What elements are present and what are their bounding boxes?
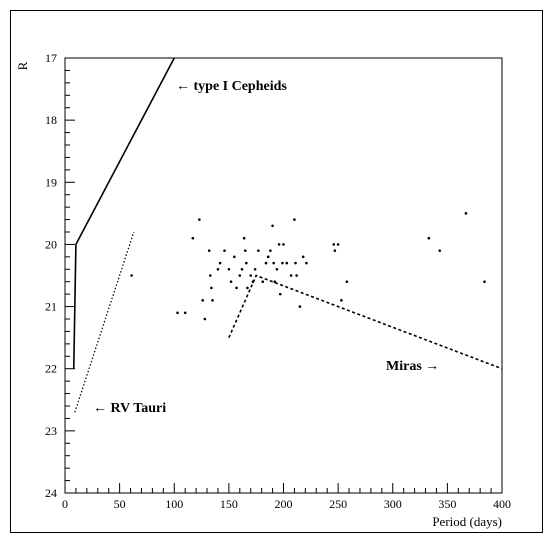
data-point bbox=[483, 280, 486, 284]
data-point bbox=[427, 236, 431, 240]
y-tick-label: 23 bbox=[45, 424, 57, 438]
data-point bbox=[264, 261, 268, 265]
miras-relation-line bbox=[228, 274, 503, 370]
data-point bbox=[242, 236, 246, 240]
data-point bbox=[294, 261, 297, 265]
x-tick-label: 300 bbox=[384, 497, 402, 511]
data-point bbox=[229, 280, 233, 284]
data-point bbox=[282, 243, 285, 246]
data-point bbox=[246, 286, 249, 290]
data-point bbox=[438, 249, 442, 252]
data-point bbox=[201, 299, 204, 302]
data-point bbox=[198, 218, 201, 221]
data-point bbox=[203, 317, 207, 321]
data-point bbox=[218, 261, 222, 265]
axis-ticks bbox=[64, 57, 503, 494]
annotation-miras: Miras → bbox=[386, 359, 439, 374]
data-point bbox=[345, 280, 349, 284]
data-point bbox=[253, 267, 257, 271]
y-tick-label: 20 bbox=[45, 237, 57, 251]
y-tick-label: 17 bbox=[45, 51, 57, 65]
annotation-type-i-cepheids: ← type I Cepheids bbox=[176, 79, 287, 94]
data-point bbox=[251, 280, 255, 284]
data-point bbox=[298, 305, 302, 308]
data-point bbox=[223, 249, 226, 252]
data-point bbox=[207, 249, 211, 252]
data-point bbox=[211, 299, 214, 302]
data-point bbox=[261, 280, 265, 284]
x-tick-label: 250 bbox=[329, 497, 347, 511]
data-point bbox=[243, 249, 247, 252]
data-point bbox=[301, 255, 305, 259]
data-point bbox=[257, 249, 260, 252]
cepheid-relation-line bbox=[72, 244, 77, 369]
y-tick-label: 21 bbox=[45, 300, 57, 314]
x-tick-label: 150 bbox=[220, 497, 238, 511]
data-point bbox=[240, 267, 244, 271]
data-point bbox=[305, 261, 308, 265]
data-point bbox=[249, 274, 253, 277]
x-tick-label: 100 bbox=[165, 497, 183, 511]
data-point bbox=[336, 243, 340, 246]
data-point bbox=[269, 249, 272, 252]
relation-lines bbox=[72, 57, 503, 413]
chart-frame bbox=[10, 10, 543, 533]
x-tick-label: 400 bbox=[493, 497, 511, 511]
rv-tauri-relation-line bbox=[74, 231, 135, 413]
data-point bbox=[275, 267, 279, 271]
data-point bbox=[277, 243, 281, 246]
data-point bbox=[293, 218, 296, 221]
data-point bbox=[295, 274, 298, 277]
data-points bbox=[130, 212, 486, 321]
data-point bbox=[235, 286, 238, 290]
data-point bbox=[210, 286, 213, 290]
data-point bbox=[238, 274, 242, 277]
x-tick-label: 350 bbox=[438, 497, 456, 511]
data-point bbox=[130, 274, 133, 277]
data-point bbox=[332, 243, 336, 246]
x-tick-label: 0 bbox=[62, 497, 68, 511]
y-tick-label: 18 bbox=[45, 113, 57, 127]
data-point bbox=[272, 261, 275, 265]
data-point bbox=[233, 255, 236, 259]
data-point bbox=[285, 261, 289, 265]
data-point bbox=[273, 280, 277, 284]
y-axis-label: R bbox=[15, 61, 30, 70]
data-point bbox=[281, 261, 284, 265]
data-point bbox=[245, 261, 248, 265]
x-axis-label: Period (days) bbox=[432, 514, 502, 529]
data-point bbox=[340, 299, 343, 302]
y-tick-label: 19 bbox=[45, 175, 57, 189]
annotation-rv-tauri: ← RV Tauri bbox=[93, 401, 166, 416]
data-point bbox=[191, 236, 195, 240]
data-point bbox=[227, 267, 231, 271]
data-point bbox=[183, 311, 187, 315]
cepheid-relation-line bbox=[75, 57, 175, 245]
data-point bbox=[271, 224, 274, 228]
x-tick-label: 200 bbox=[275, 497, 293, 511]
data-point bbox=[176, 311, 179, 315]
y-tick-label: 24 bbox=[45, 486, 57, 500]
data-point bbox=[209, 274, 212, 277]
data-point bbox=[266, 255, 270, 259]
axis-tick-labels: 0 50 100 150 200 250 300 350 400 17 18 19 20 21 22 23 24 bbox=[45, 51, 511, 511]
y-tick-label: 22 bbox=[45, 362, 57, 376]
data-point bbox=[289, 274, 293, 277]
data-point bbox=[216, 267, 220, 271]
data-point bbox=[333, 249, 337, 252]
data-point bbox=[464, 212, 468, 215]
x-tick-label: 50 bbox=[114, 497, 126, 511]
data-point bbox=[278, 292, 282, 296]
